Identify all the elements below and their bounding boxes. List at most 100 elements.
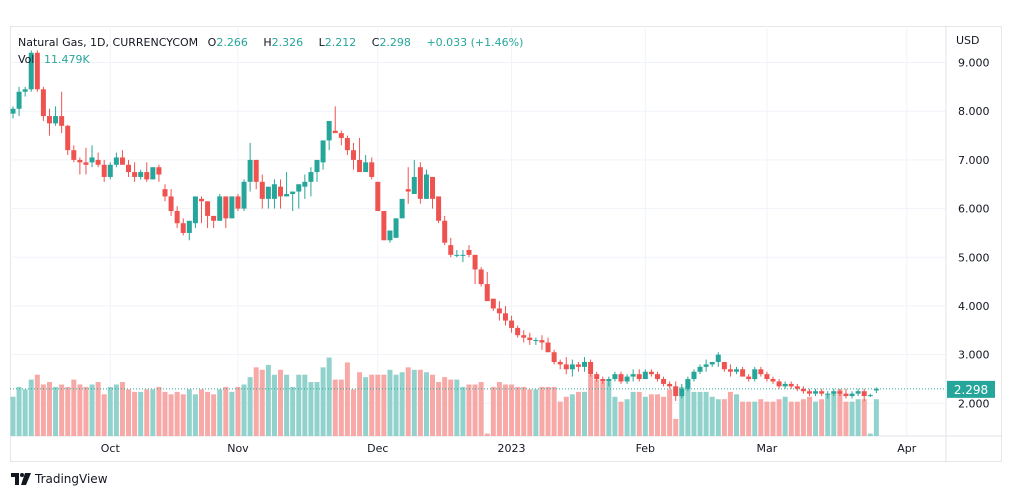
candle-body[interactable] <box>715 354 721 362</box>
candle-body[interactable] <box>557 361 563 365</box>
candle-body[interactable] <box>89 157 95 163</box>
candle-body[interactable] <box>405 189 411 192</box>
candle-body[interactable] <box>448 245 454 255</box>
candle-body[interactable] <box>119 157 125 165</box>
candle-body[interactable] <box>138 172 144 177</box>
candle-body[interactable] <box>357 159 363 173</box>
candle-body[interactable] <box>806 391 812 394</box>
candle-body[interactable] <box>813 391 819 394</box>
candle-body[interactable] <box>588 361 594 375</box>
candle-body[interactable] <box>223 196 229 219</box>
candle-body[interactable] <box>727 369 733 372</box>
candle-body[interactable] <box>782 383 788 387</box>
candle-body[interactable] <box>612 374 618 380</box>
candle-body[interactable] <box>764 374 770 380</box>
candle-body[interactable] <box>156 167 162 175</box>
candle-body[interactable] <box>460 254 466 256</box>
candle-body[interactable] <box>314 159 320 173</box>
candle-body[interactable] <box>466 249 472 255</box>
candle-body[interactable] <box>873 388 879 391</box>
candle-body[interactable] <box>77 159 83 163</box>
candle-body[interactable] <box>861 391 867 397</box>
candle-body[interactable] <box>831 391 837 394</box>
candle-body[interactable] <box>344 137 350 151</box>
candle-body[interactable] <box>326 120 332 141</box>
candle-body[interactable] <box>582 361 588 367</box>
candle-body[interactable] <box>241 181 247 209</box>
candle-body[interactable] <box>423 174 429 199</box>
candle-body[interactable] <box>527 337 533 341</box>
candle-body[interactable] <box>673 386 679 397</box>
candle-body[interactable] <box>34 52 40 90</box>
candle-body[interactable] <box>59 116 65 126</box>
candle-body[interactable] <box>278 186 284 197</box>
candle-body[interactable] <box>16 91 22 109</box>
candle-body[interactable] <box>654 374 660 380</box>
candle-body[interactable] <box>521 335 527 338</box>
candle-body[interactable] <box>350 150 356 160</box>
candle-body[interactable] <box>22 89 28 92</box>
candle-body[interactable] <box>545 342 551 353</box>
candle-body[interactable] <box>430 176 436 199</box>
candle-body[interactable] <box>65 125 71 151</box>
candle-body[interactable] <box>71 150 77 160</box>
candle-body[interactable] <box>363 162 369 173</box>
candle-body[interactable] <box>770 379 776 382</box>
candle-body[interactable] <box>180 223 186 233</box>
candle-body[interactable] <box>381 211 387 241</box>
candle-body[interactable] <box>636 374 642 380</box>
candle-body[interactable] <box>302 181 308 187</box>
candle-body[interactable] <box>703 364 709 367</box>
footer-brand[interactable]: TradingView <box>11 472 108 486</box>
candlestick-chart[interactable]: 9.000 8.000 7.000 6.000 5.000 4.000 3.000 2.000… <box>10 26 1002 462</box>
candle-body[interactable] <box>642 371 648 380</box>
candle-body[interactable] <box>551 352 557 362</box>
candle-body[interactable] <box>168 196 174 212</box>
candle-body[interactable] <box>198 198 204 202</box>
candle-body[interactable] <box>387 230 393 241</box>
candle-body[interactable] <box>618 374 624 382</box>
candle-body[interactable] <box>235 196 241 209</box>
candle-body[interactable] <box>800 388 806 392</box>
candle-body[interactable] <box>107 164 113 177</box>
candle-body[interactable] <box>569 364 575 370</box>
symbol-title[interactable]: Natural Gas, 1D, CURRENCYCOM <box>18 36 199 49</box>
candle-body[interactable] <box>399 198 405 219</box>
candle-body[interactable] <box>247 159 253 182</box>
candle-body[interactable] <box>205 201 211 216</box>
candle-body[interactable] <box>454 254 460 256</box>
candle-body[interactable] <box>721 361 727 370</box>
candle-body[interactable] <box>600 379 606 382</box>
candle-body[interactable] <box>758 369 764 375</box>
candle-body[interactable] <box>679 388 685 397</box>
candle-body[interactable] <box>509 320 515 328</box>
candle-body[interactable] <box>624 376 630 382</box>
candle-body[interactable] <box>740 369 746 377</box>
candle-body[interactable] <box>855 391 861 394</box>
candle-body[interactable] <box>296 184 302 192</box>
candle-body[interactable] <box>417 167 423 199</box>
candle-body[interactable] <box>150 167 156 180</box>
candle-body[interactable] <box>606 379 612 382</box>
candle-body[interactable] <box>734 369 740 372</box>
candle-body[interactable] <box>867 395 873 397</box>
candle-body[interactable] <box>338 133 344 138</box>
candle-body[interactable] <box>442 220 448 243</box>
candle-body[interactable] <box>369 162 375 177</box>
candle-body[interactable] <box>490 298 496 309</box>
candle-body[interactable] <box>284 193 290 197</box>
candle-body[interactable] <box>393 218 399 238</box>
candle-body[interactable] <box>436 196 442 221</box>
candle-body[interactable] <box>411 176 417 194</box>
candle-body[interactable] <box>819 391 825 394</box>
candle-body[interactable] <box>40 89 46 117</box>
candle-body[interactable] <box>709 361 715 365</box>
candle-body[interactable] <box>162 189 168 197</box>
candle-body[interactable] <box>746 376 752 380</box>
candle-body[interactable] <box>10 108 16 114</box>
candle-body[interactable] <box>594 374 600 380</box>
candle-body[interactable] <box>697 366 703 372</box>
candle-body[interactable] <box>192 196 198 224</box>
candle-body[interactable] <box>837 391 843 394</box>
candle-body[interactable] <box>265 186 271 199</box>
